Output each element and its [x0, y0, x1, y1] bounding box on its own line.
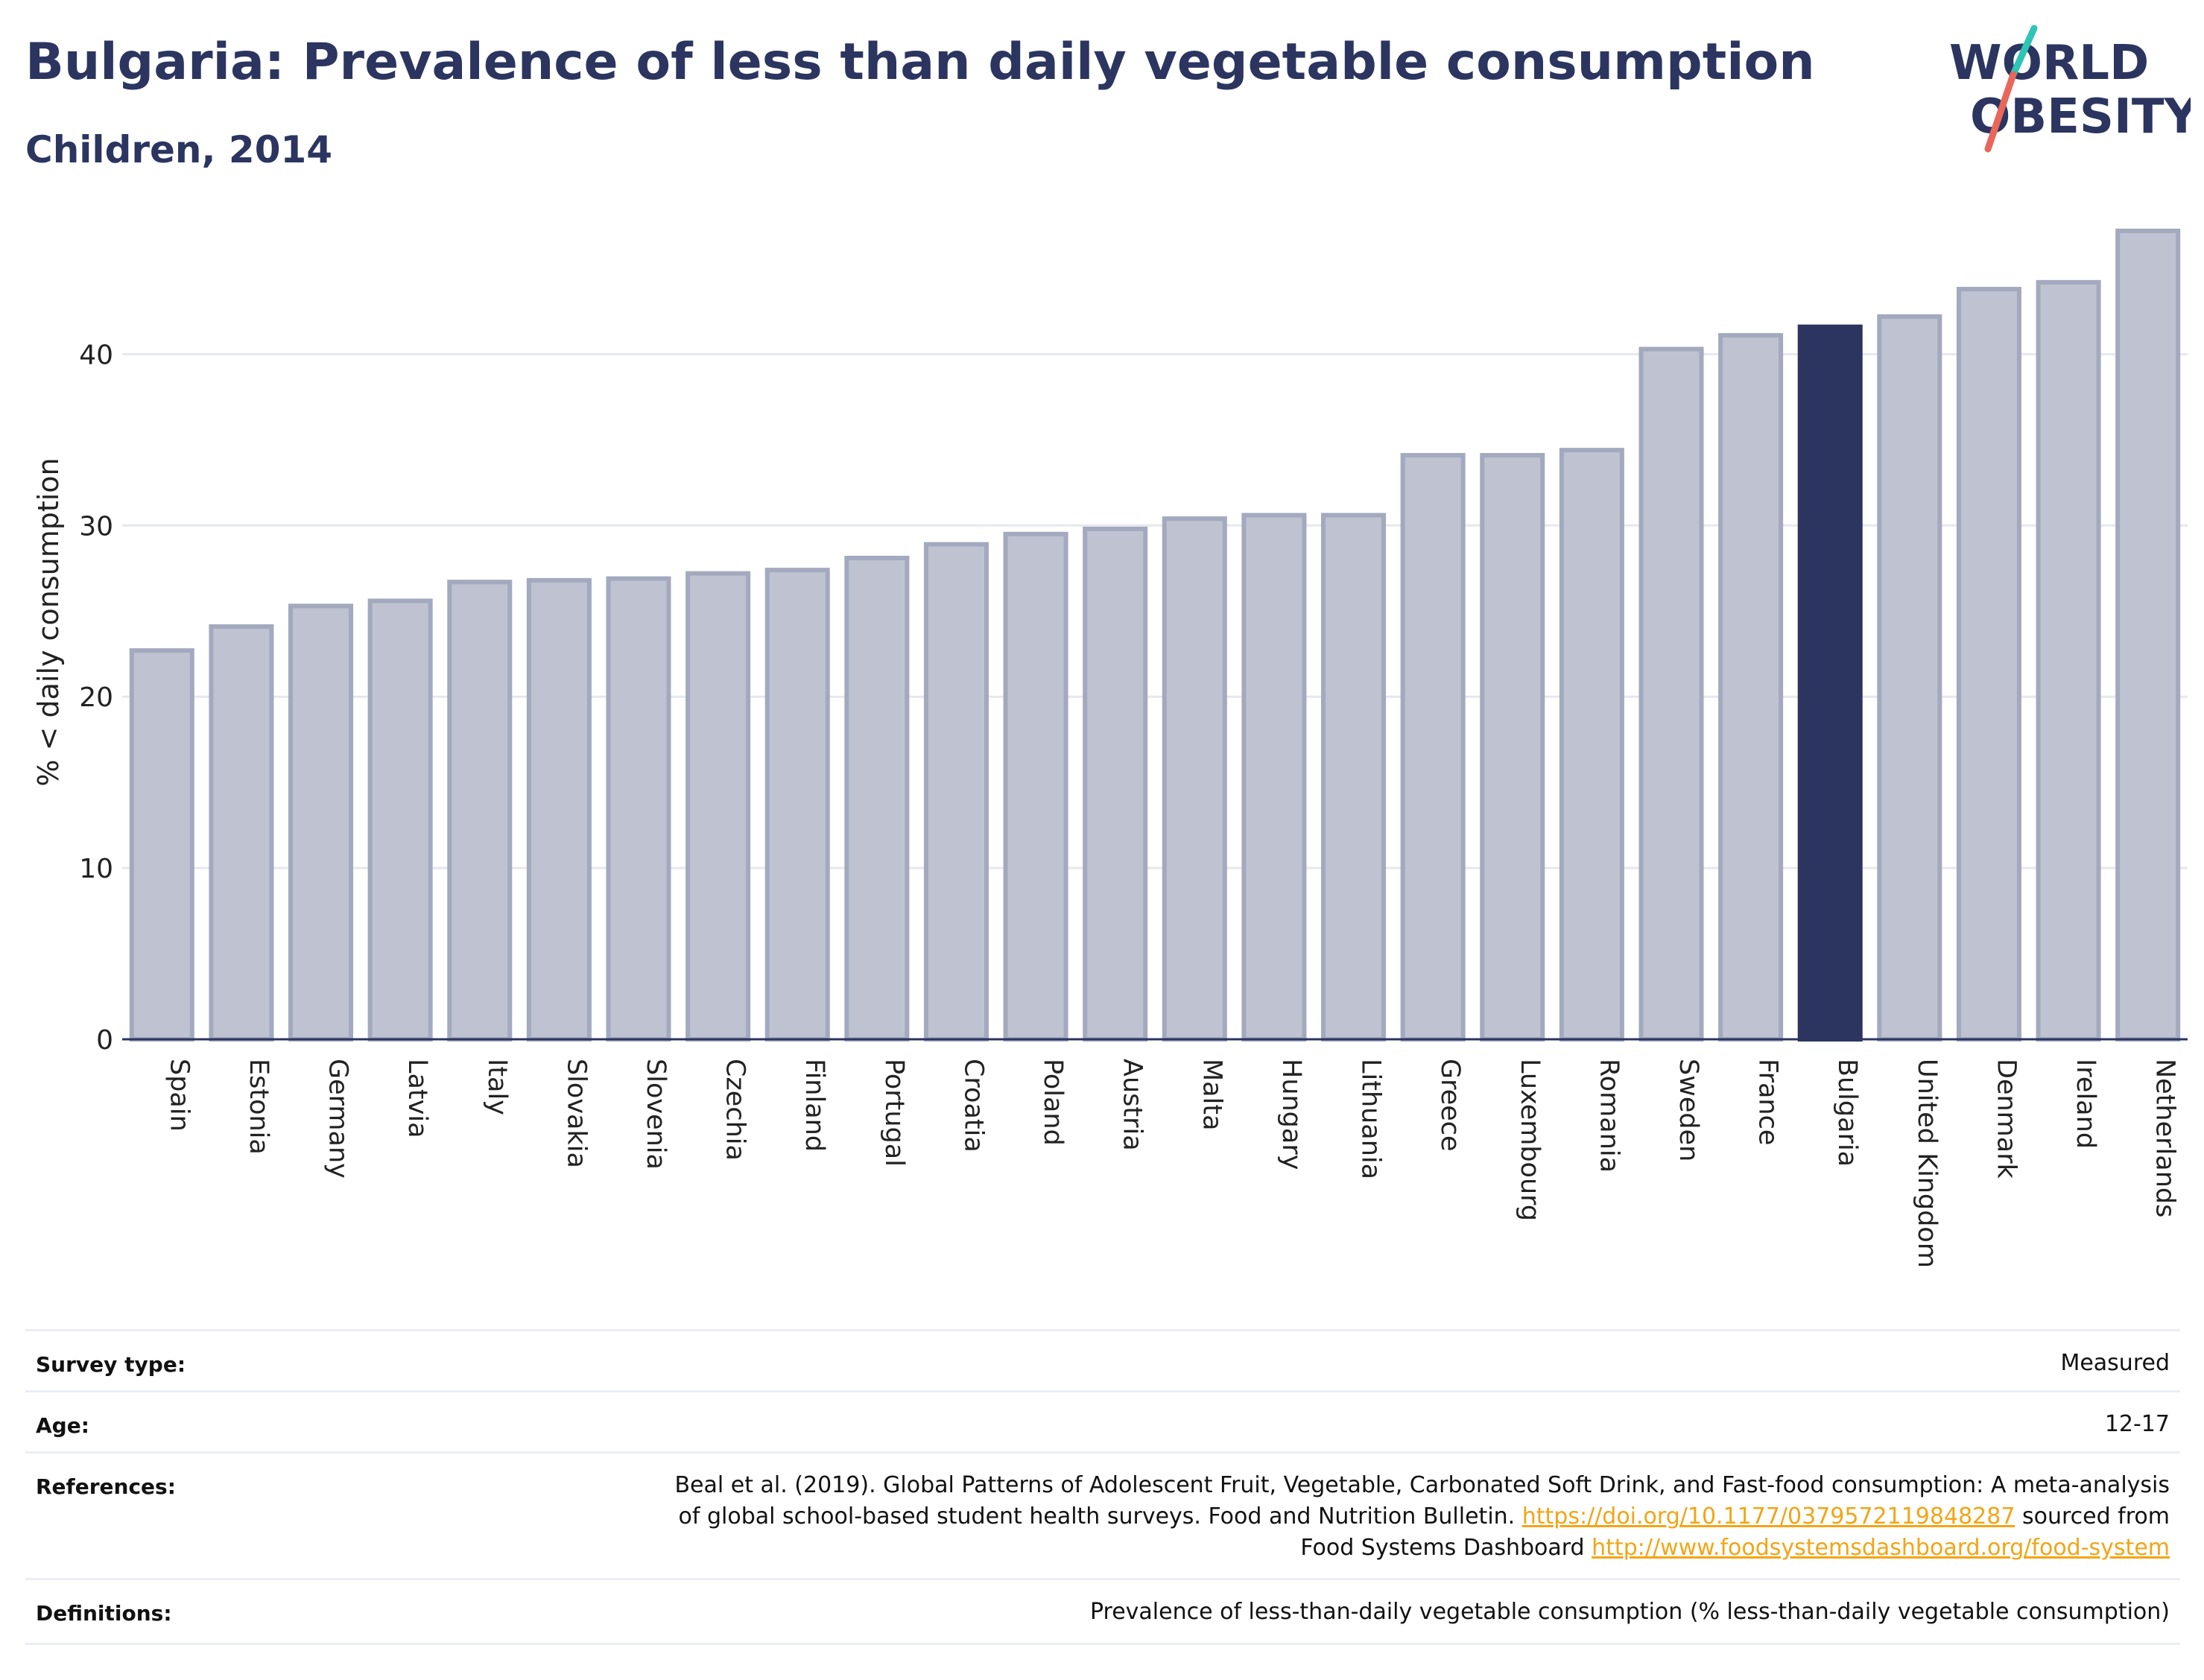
x-tick-label: Czechia	[721, 1059, 750, 1161]
bar-ireland	[2036, 279, 2101, 1042]
y-axis-label: % < daily consumption	[32, 457, 65, 786]
age-label: Age:	[36, 1413, 89, 1438]
bar-finland	[764, 568, 830, 1042]
x-tick-label: Luxembourg	[1515, 1059, 1545, 1221]
x-tick-label: Spain	[164, 1059, 194, 1132]
survey-type-label: Survey type:	[36, 1352, 186, 1377]
definitions-label: Definitions:	[36, 1601, 172, 1626]
x-tick-label: Germany	[323, 1059, 353, 1179]
world-obesity-logo: WORLD OBESITY	[1949, 25, 2191, 153]
bars	[129, 228, 2181, 1042]
info-row-references: References: Beal et al. (2019). Global P…	[25, 1451, 2180, 1580]
y-tick-label: 30	[79, 511, 113, 542]
x-tick-label: Austria	[1118, 1059, 1147, 1151]
y-tick-label: 0	[96, 1025, 113, 1056]
references-label: References:	[36, 1474, 176, 1499]
y-tick-label: 10	[79, 854, 113, 884]
bar-bulgaria	[1797, 324, 1863, 1042]
bar-netherlands	[2115, 228, 2181, 1042]
bar-romania	[1559, 448, 1624, 1042]
info-row-survey-type: Survey type: Measured	[25, 1329, 2180, 1392]
x-tick-label: Lithuania	[1356, 1059, 1386, 1179]
references-line-2: of global school-based student health su…	[674, 1501, 2170, 1532]
x-tick-label: Sweden	[1673, 1059, 1703, 1161]
x-tick-label: Finland	[799, 1059, 829, 1152]
x-tick-label: Slovenia	[641, 1059, 671, 1170]
x-tick-label: Malta	[1197, 1059, 1226, 1131]
bar-greece	[1400, 453, 1466, 1042]
bar-poland	[1003, 531, 1068, 1042]
references-text-3: sourced from	[2021, 1503, 2170, 1530]
x-tick-label: Croatia	[958, 1059, 988, 1153]
references-text-4: Food Systems Dashboard	[1300, 1535, 1585, 1561]
age-value: 12-17	[2104, 1411, 2170, 1437]
bar-sweden	[1638, 346, 1704, 1042]
bar-denmark	[1956, 287, 2021, 1042]
bar-czechia	[685, 571, 751, 1042]
bar-chart: 0 10 20 30 40 Spain Estonia Germany Latvia Italy S…	[32, 228, 2188, 1268]
bar-malta	[1162, 516, 1227, 1042]
bar-france	[1718, 333, 1784, 1042]
definitions-value: Prevalence of less-than-daily vegetable …	[1089, 1599, 2170, 1625]
bar-portugal	[844, 555, 910, 1042]
bar-italy	[447, 580, 513, 1042]
bar-estonia	[209, 624, 274, 1042]
info-row-definitions: Definitions: Prevalence of less-than-dai…	[25, 1578, 2180, 1645]
food-systems-link[interactable]: http://www.foodsystemsdashboard.org/food…	[1592, 1535, 2170, 1561]
bar-lithuania	[1321, 513, 1387, 1042]
chart-subtitle: Children, 2014	[25, 128, 333, 171]
info-table: Survey type: Measured Age: 12-17 Referen…	[25, 1329, 2180, 1645]
x-tick-label: Poland	[1038, 1059, 1068, 1146]
logo-accent-teal	[2010, 25, 2038, 78]
references-line-3: Food Systems Dashboard http://www.foodsy…	[674, 1532, 2170, 1564]
bar-united-kingdom	[1877, 314, 1942, 1042]
x-tick-label: Netherlands	[2150, 1059, 2180, 1217]
bar-austria	[1083, 526, 1148, 1042]
references-text-2: of global school-based student health su…	[678, 1503, 1516, 1530]
bar-hungary	[1241, 513, 1307, 1042]
x-tick-label: Bulgaria	[1832, 1059, 1862, 1167]
references-value: Beal et al. (2019). Global Patterns of A…	[674, 1470, 2170, 1564]
bar-germany	[288, 603, 354, 1042]
logo-accent-coral	[1984, 71, 2017, 153]
x-tick-label: Denmark	[1991, 1059, 2021, 1179]
x-tick-label: Hungary	[1276, 1059, 1306, 1170]
x-tick-label: Estonia	[244, 1059, 273, 1155]
bar-latvia	[367, 598, 433, 1042]
bar-slovenia	[606, 576, 671, 1042]
x-tick-label: Greece	[1435, 1059, 1465, 1152]
x-tick-label: Slovakia	[561, 1059, 591, 1168]
x-tick-label: Italy	[482, 1059, 512, 1115]
axes: 0 10 20 30 40 Spain Estonia Germany Latvia Italy S…	[79, 340, 2188, 1268]
bar-croatia	[923, 542, 989, 1042]
y-tick-label: 40	[79, 340, 113, 370]
x-tick-label: France	[1753, 1059, 1783, 1145]
chart-title: Bulgaria: Prevalence of less than daily …	[25, 33, 1815, 92]
logo-text-world: WORLD	[1949, 36, 2149, 91]
x-tick-label: Latvia	[402, 1059, 432, 1138]
y-tick-label: 20	[79, 682, 113, 713]
survey-type-value: Measured	[2060, 1350, 2170, 1376]
x-tick-label: Ireland	[2071, 1059, 2100, 1149]
x-tick-label: United Kingdom	[1912, 1059, 1942, 1268]
x-tick-label: Romania	[1594, 1059, 1624, 1173]
bar-slovakia	[526, 577, 592, 1042]
info-row-age: Age: 12-17	[25, 1390, 2180, 1454]
bar-spain	[129, 648, 194, 1042]
x-tick-label: Portugal	[879, 1059, 909, 1167]
bar-luxembourg	[1480, 453, 1545, 1042]
doi-link[interactable]: https://doi.org/10.1177/0379572119848287	[1521, 1503, 2015, 1530]
references-line-1: Beal et al. (2019). Global Patterns of A…	[674, 1472, 2170, 1498]
